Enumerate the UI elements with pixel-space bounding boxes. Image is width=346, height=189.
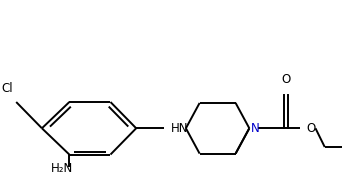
- Text: Cl: Cl: [2, 82, 13, 95]
- Text: HN: HN: [171, 122, 188, 135]
- Text: O: O: [281, 73, 290, 86]
- Text: H₂N: H₂N: [51, 162, 73, 175]
- Text: O: O: [307, 122, 316, 135]
- Text: N: N: [251, 122, 260, 135]
